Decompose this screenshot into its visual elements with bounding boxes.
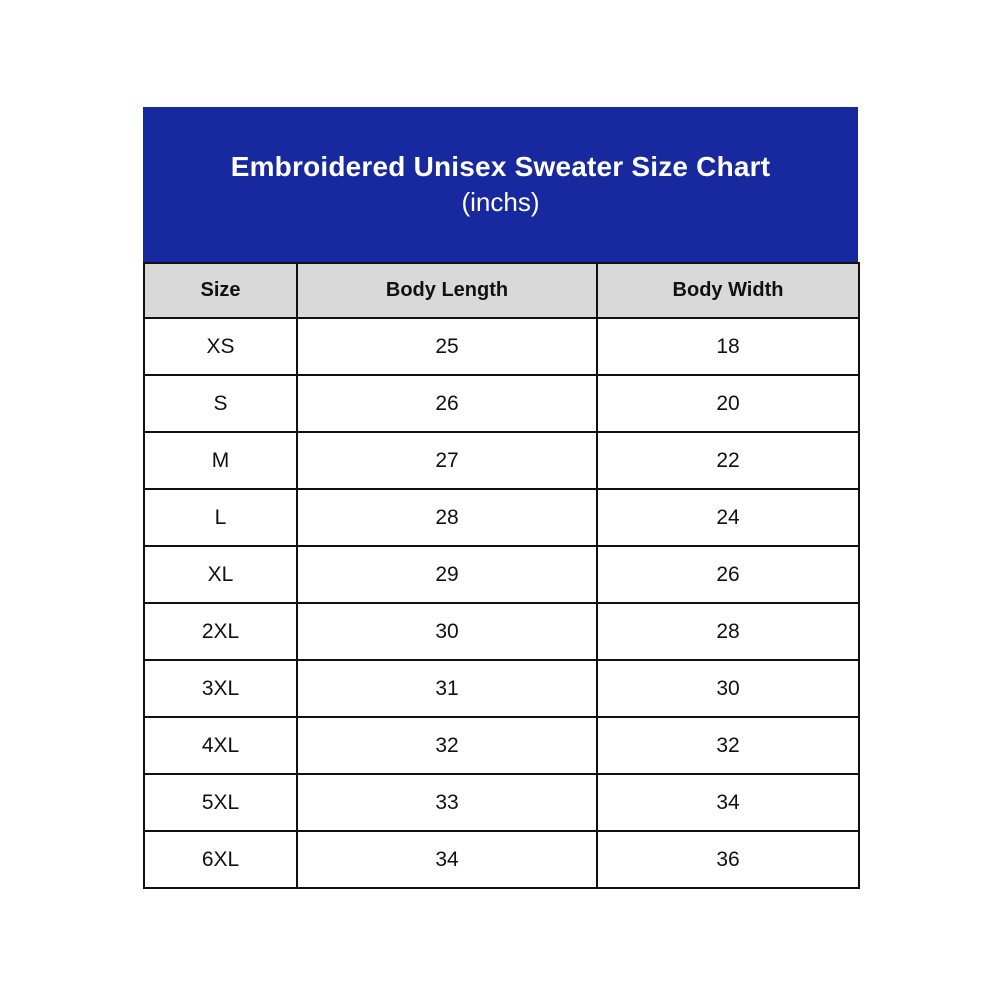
size-cell: 5XL (143, 773, 298, 832)
size-cell: XS (143, 317, 298, 376)
size-cell: L (143, 488, 298, 547)
body-width-cell: 28 (596, 602, 860, 661)
body-width-cell: 32 (596, 716, 860, 775)
table-row: XL 29 26 (143, 545, 860, 604)
table-header-row: Size Body Length Body Width (143, 262, 860, 319)
size-cell: 2XL (143, 602, 298, 661)
body-length-cell: 25 (296, 317, 598, 376)
size-cell: XL (143, 545, 298, 604)
body-length-cell: 30 (296, 602, 598, 661)
header-body-width: Body Width (596, 262, 860, 319)
body-width-cell: 26 (596, 545, 860, 604)
body-width-cell: 30 (596, 659, 860, 718)
header-body-length: Body Length (296, 262, 598, 319)
body-length-cell: 34 (296, 830, 598, 889)
header-size: Size (143, 262, 298, 319)
body-length-cell: 28 (296, 488, 598, 547)
body-width-cell: 36 (596, 830, 860, 889)
table-row: 5XL 33 34 (143, 773, 860, 832)
size-cell: S (143, 374, 298, 433)
size-cell: 3XL (143, 659, 298, 718)
body-length-cell: 31 (296, 659, 598, 718)
size-cell: 4XL (143, 716, 298, 775)
body-width-cell: 22 (596, 431, 860, 490)
size-cell: 6XL (143, 830, 298, 889)
table-row: 6XL 34 36 (143, 830, 860, 889)
body-width-cell: 24 (596, 488, 860, 547)
body-width-cell: 20 (596, 374, 860, 433)
table-row: S 26 20 (143, 374, 860, 433)
chart-title: Embroidered Unisex Sweater Size Chart (230, 151, 771, 183)
table-row: 4XL 32 32 (143, 716, 860, 775)
size-chart: Embroidered Unisex Sweater Size Chart (i… (143, 107, 860, 889)
table-row: 2XL 30 28 (143, 602, 860, 661)
body-length-cell: 29 (296, 545, 598, 604)
table-row: XS 25 18 (143, 317, 860, 376)
chart-title-unit: (inchs) (461, 186, 540, 217)
body-width-cell: 18 (596, 317, 860, 376)
size-cell: M (143, 431, 298, 490)
body-width-cell: 34 (596, 773, 860, 832)
size-table: Size Body Length Body Width XS 25 18 S 26 20 M… (143, 262, 860, 889)
body-length-cell: 26 (296, 374, 598, 433)
table-row: M 27 22 (143, 431, 860, 490)
table-row: 3XL 31 30 (143, 659, 860, 718)
body-length-cell: 27 (296, 431, 598, 490)
chart-title-block: Embroidered Unisex Sweater Size Chart (i… (143, 107, 858, 262)
body-length-cell: 32 (296, 716, 598, 775)
body-length-cell: 33 (296, 773, 598, 832)
table-row: L 28 24 (143, 488, 860, 547)
